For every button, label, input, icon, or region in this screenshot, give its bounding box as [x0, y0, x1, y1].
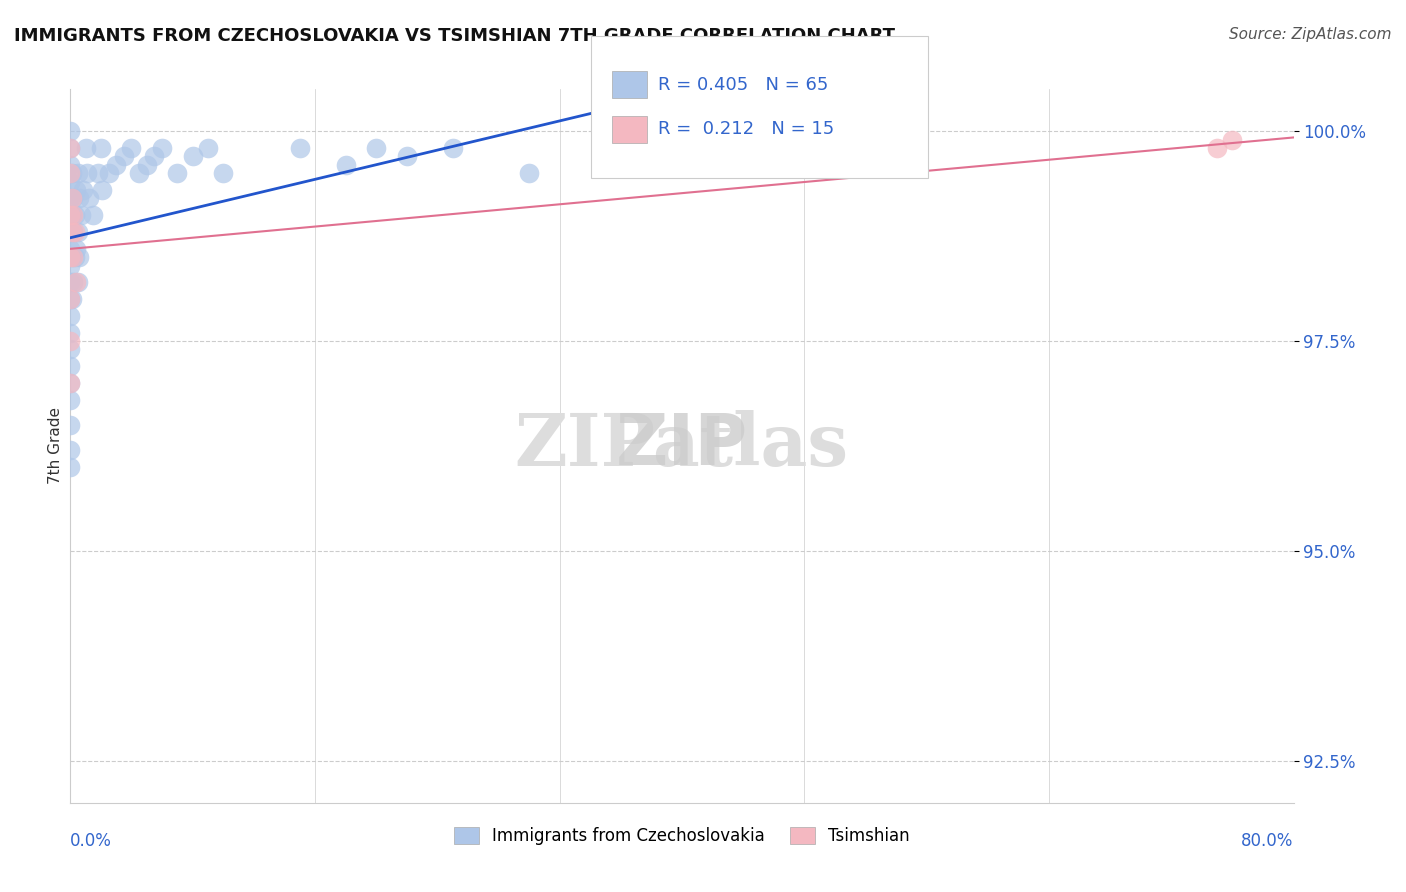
Point: [59, 292, 82, 306]
Point: [90, 141, 112, 155]
Y-axis label: 7th Grade: 7th Grade: [48, 408, 63, 484]
Point: [59, 208, 82, 222]
Point: [65, 275, 87, 289]
Point: [121, 141, 143, 155]
Point: [59, 166, 82, 180]
Point: [72, 183, 94, 197]
Point: [595, 149, 617, 163]
Point: [128, 166, 150, 180]
Text: 80.0%: 80.0%: [1241, 832, 1294, 850]
Point: [59, 259, 82, 273]
Point: [60, 166, 83, 180]
Point: [181, 149, 204, 163]
Point: [69, 250, 91, 264]
Point: [143, 149, 166, 163]
Point: [1206, 141, 1229, 155]
Point: [59, 208, 82, 222]
Point: [59, 309, 82, 323]
Point: [69, 191, 91, 205]
Point: [60, 225, 83, 239]
Point: [62, 208, 84, 222]
Point: [91, 183, 114, 197]
Legend: Immigrants from Czechoslovakia, Tsimshian: Immigrants from Czechoslovakia, Tsimshia…: [447, 820, 917, 852]
Point: [59, 141, 82, 155]
Point: [62, 225, 84, 239]
Point: [1220, 132, 1243, 146]
Point: [395, 149, 418, 163]
Point: [166, 166, 188, 180]
Point: [517, 166, 540, 180]
Text: R =  0.212   N = 15: R = 0.212 N = 15: [658, 120, 834, 138]
Point: [62, 191, 84, 205]
Point: [59, 392, 82, 407]
Point: [59, 376, 82, 390]
Point: [59, 158, 82, 172]
Text: ZIPatlas: ZIPatlas: [515, 410, 849, 482]
Point: [59, 275, 82, 289]
Text: ZIP: ZIP: [616, 411, 748, 481]
Point: [335, 158, 357, 172]
Point: [59, 326, 82, 340]
Point: [97, 166, 120, 180]
Point: [671, 141, 693, 155]
Point: [63, 225, 86, 239]
Point: [60, 292, 83, 306]
Point: [212, 166, 235, 180]
Point: [60, 250, 83, 264]
Point: [59, 376, 82, 390]
Point: [59, 250, 82, 264]
Point: [59, 292, 82, 306]
Point: [62, 275, 84, 289]
Text: R = 0.405   N = 65: R = 0.405 N = 65: [658, 76, 828, 94]
Point: [59, 334, 82, 348]
Point: [77, 191, 100, 205]
Point: [87, 166, 110, 180]
Point: [59, 124, 82, 138]
Point: [59, 191, 82, 205]
Point: [82, 208, 104, 222]
Point: [59, 141, 82, 155]
Point: [59, 460, 82, 475]
Point: [59, 359, 82, 374]
Point: [59, 225, 82, 239]
Point: [59, 175, 82, 189]
Point: [66, 225, 89, 239]
Text: Source: ZipAtlas.com: Source: ZipAtlas.com: [1229, 27, 1392, 42]
Point: [150, 141, 173, 155]
Point: [60, 191, 83, 205]
Text: 0.0%: 0.0%: [70, 832, 112, 850]
Point: [59, 242, 82, 256]
Point: [66, 166, 89, 180]
Point: [105, 158, 128, 172]
Point: [63, 250, 86, 264]
Point: [76, 166, 98, 180]
Point: [59, 443, 82, 458]
Point: [112, 149, 135, 163]
Text: IMMIGRANTS FROM CZECHOSLOVAKIA VS TSIMSHIAN 7TH GRADE CORRELATION CHART: IMMIGRANTS FROM CZECHOSLOVAKIA VS TSIMSH…: [14, 27, 896, 45]
Point: [366, 141, 388, 155]
Point: [60, 208, 83, 222]
Point: [59, 343, 82, 357]
Point: [288, 141, 311, 155]
Point: [70, 208, 93, 222]
Point: [135, 158, 157, 172]
Point: [197, 141, 219, 155]
Point: [65, 242, 87, 256]
Point: [66, 275, 89, 289]
Point: [59, 417, 82, 432]
Point: [63, 208, 86, 222]
Point: [65, 183, 87, 197]
Point: [62, 250, 84, 264]
Point: [441, 141, 464, 155]
Point: [75, 141, 97, 155]
